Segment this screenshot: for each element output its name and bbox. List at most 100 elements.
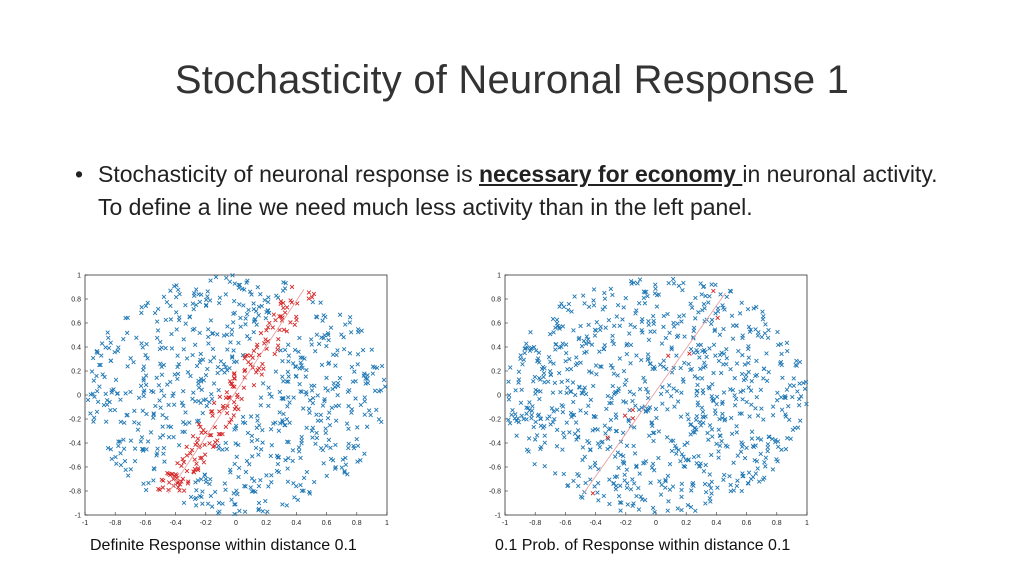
neuron-point bbox=[140, 446, 145, 452]
responding-neuron-point bbox=[199, 455, 204, 461]
neuron-point bbox=[582, 385, 588, 390]
neuron-point bbox=[744, 445, 749, 451]
neuron-point bbox=[103, 345, 108, 350]
neuron-point bbox=[144, 341, 149, 347]
neuron-point bbox=[208, 477, 213, 482]
neuron-point bbox=[669, 347, 674, 352]
neuron-point bbox=[762, 331, 768, 336]
neuron-point bbox=[722, 307, 727, 312]
neuron-point bbox=[557, 345, 562, 350]
responding-neuron-point bbox=[250, 365, 256, 370]
neuron-point bbox=[231, 491, 236, 496]
neuron-point bbox=[148, 430, 154, 435]
neuron-point bbox=[691, 483, 696, 488]
neuron-point bbox=[154, 335, 160, 341]
neuron-point bbox=[714, 401, 719, 407]
neuron-point bbox=[735, 478, 740, 483]
x-tick-label: 0.6 bbox=[742, 520, 752, 527]
neuron-point bbox=[278, 348, 283, 353]
neuron-point bbox=[518, 356, 523, 362]
neuron-point bbox=[623, 400, 629, 405]
neuron-point bbox=[700, 388, 706, 393]
neuron-point bbox=[685, 502, 691, 508]
neuron-point bbox=[546, 354, 552, 360]
neuron-point bbox=[319, 362, 325, 368]
neuron-point bbox=[764, 378, 770, 384]
responding-neuron-point bbox=[262, 341, 267, 346]
neuron-point bbox=[200, 501, 205, 506]
neuron-point bbox=[694, 427, 699, 432]
neuron-point bbox=[645, 390, 651, 395]
y-tick-label: -0.4 bbox=[489, 441, 501, 448]
neuron-point bbox=[712, 328, 717, 334]
neuron-point bbox=[632, 451, 638, 456]
responding-neuron-point bbox=[208, 409, 214, 414]
neuron-point bbox=[322, 332, 327, 338]
neuron-point bbox=[529, 408, 535, 413]
neuron-point bbox=[164, 299, 170, 305]
neuron-point bbox=[318, 300, 323, 305]
neuron-point bbox=[759, 406, 764, 411]
neuron-point bbox=[612, 454, 618, 459]
neuron-point bbox=[299, 438, 304, 443]
neuron-point bbox=[679, 452, 685, 457]
neuron-point bbox=[175, 364, 180, 370]
y-tick-label: 0.6 bbox=[71, 321, 81, 328]
responding-neuron-point bbox=[270, 325, 276, 330]
neuron-point bbox=[212, 489, 218, 495]
neuron-point bbox=[588, 447, 593, 453]
neuron-point bbox=[755, 436, 761, 441]
responding-neuron-point bbox=[277, 314, 282, 319]
neuron-point bbox=[105, 330, 110, 335]
neuron-point bbox=[634, 353, 639, 358]
neuron-point bbox=[118, 462, 124, 468]
neuron-point bbox=[266, 385, 271, 390]
responding-neuron-point bbox=[179, 463, 184, 469]
neuron-point bbox=[700, 348, 705, 354]
neuron-point bbox=[686, 361, 691, 367]
neuron-point bbox=[184, 356, 190, 361]
neuron-point bbox=[786, 417, 792, 422]
neuron-point bbox=[348, 330, 354, 335]
responding-neuron-point bbox=[284, 329, 290, 334]
neuron-point bbox=[634, 463, 639, 468]
neuron-point bbox=[639, 357, 644, 363]
neuron-point bbox=[325, 415, 331, 421]
neuron-point bbox=[561, 471, 567, 477]
neuron-point bbox=[205, 289, 210, 294]
neuron-point bbox=[295, 497, 301, 503]
neuron-point bbox=[770, 467, 776, 472]
neuron-point bbox=[199, 476, 204, 482]
neuron-point bbox=[207, 481, 212, 487]
neuron-point bbox=[685, 440, 690, 446]
neuron-point bbox=[688, 422, 693, 427]
neuron-point bbox=[636, 485, 641, 491]
neuron-point bbox=[592, 327, 598, 333]
neuron-point bbox=[106, 345, 112, 351]
responding-neuron-point bbox=[236, 406, 241, 412]
neuron-point bbox=[804, 401, 809, 407]
neuron-point bbox=[349, 364, 355, 370]
neuron-point bbox=[341, 335, 346, 340]
responding-neuron-point bbox=[242, 367, 248, 373]
neuron-point bbox=[116, 443, 121, 449]
neuron-point bbox=[715, 485, 720, 490]
neuron-point bbox=[174, 310, 179, 315]
neuron-point bbox=[183, 302, 188, 308]
neuron-point bbox=[315, 393, 320, 398]
neuron-point bbox=[291, 395, 296, 400]
neuron-point bbox=[559, 301, 564, 306]
neuron-point bbox=[138, 439, 144, 444]
neuron-point bbox=[633, 311, 638, 316]
responding-neuron-point bbox=[230, 384, 235, 389]
responding-neuron-point bbox=[210, 409, 215, 414]
responding-neuron-point bbox=[292, 322, 298, 327]
responding-neuron-point bbox=[284, 305, 290, 310]
neuron-point bbox=[161, 362, 166, 368]
neuron-point bbox=[146, 480, 151, 486]
responding-neuron-point bbox=[251, 382, 257, 388]
neuron-point bbox=[190, 352, 195, 358]
neuron-point bbox=[253, 308, 259, 314]
neuron-point bbox=[597, 349, 602, 354]
neuron-point bbox=[251, 329, 256, 335]
